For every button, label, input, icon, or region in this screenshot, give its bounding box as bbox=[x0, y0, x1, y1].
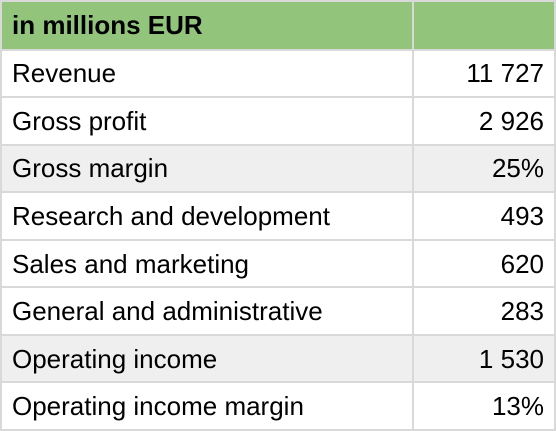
row-value-cell[interactable]: 493 bbox=[412, 191, 556, 241]
row-label-cell[interactable]: Gross margin bbox=[0, 143, 414, 194]
row-label-cell[interactable]: General and administrative bbox=[0, 286, 414, 336]
row-value-cell[interactable]: 1 530 bbox=[412, 333, 556, 384]
table-row: Revenue 11 727 bbox=[0, 48, 556, 99]
row-value-cell[interactable]: 2 926 bbox=[412, 96, 556, 146]
row-label-cell[interactable]: Revenue bbox=[0, 48, 414, 99]
row-label-cell[interactable]: Research and development bbox=[0, 191, 414, 241]
row-label-cell[interactable]: Gross profit bbox=[0, 96, 414, 146]
header-value-cell[interactable] bbox=[412, 0, 556, 51]
row-value-cell[interactable]: 13% bbox=[412, 381, 556, 431]
row-label-cell[interactable]: Operating income bbox=[0, 333, 414, 384]
table-row: Research and development 493 bbox=[0, 191, 556, 241]
table-row: Gross profit 2 926 bbox=[0, 96, 556, 146]
table-row: Gross margin 25% bbox=[0, 143, 556, 194]
row-value-cell[interactable]: 25% bbox=[412, 143, 556, 194]
row-label-cell[interactable]: Sales and marketing bbox=[0, 238, 414, 289]
table-row: Operating income 1 530 bbox=[0, 333, 556, 384]
header-label-cell[interactable]: in millions EUR bbox=[0, 0, 414, 51]
table-row: Operating income margin 13% bbox=[0, 381, 556, 431]
table-row: Sales and marketing 620 bbox=[0, 238, 556, 289]
row-value-cell[interactable]: 283 bbox=[412, 286, 556, 336]
row-label-cell[interactable]: Operating income margin bbox=[0, 381, 414, 431]
row-value-cell[interactable]: 620 bbox=[412, 238, 556, 289]
row-value-cell[interactable]: 11 727 bbox=[412, 48, 556, 99]
table-header-row: in millions EUR bbox=[0, 0, 556, 51]
table-row: General and administrative 283 bbox=[0, 286, 556, 336]
